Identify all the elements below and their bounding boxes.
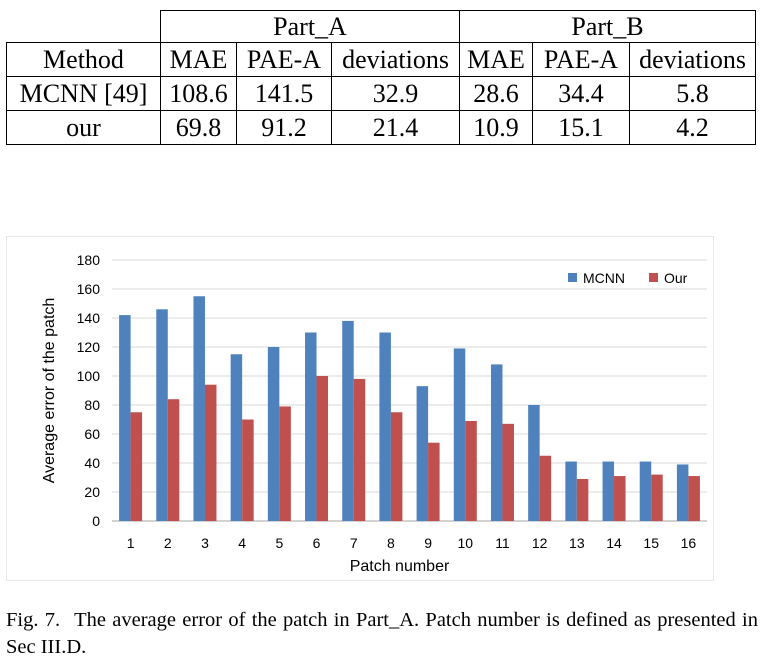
legend-label-mcnn: MCNN [583,270,625,286]
bar-our [316,376,329,521]
table-corner-cell [6,10,161,43]
part-a-mae-cell: 69.8 [160,110,237,145]
part-b-deviations-cell: 5.8 [628,76,757,111]
part-a-header: Part_A [160,10,460,43]
legend-label-our: Our [664,270,688,286]
y-tick-label: 40 [84,455,100,471]
table-row: our 69.8 91.2 21.4 10.9 15.1 4.2 [6,110,757,145]
bar-our [390,412,403,521]
x-tick-label: 2 [164,535,172,551]
bar-our [279,406,291,521]
part-b-pae-cell: 34.4 [532,76,630,111]
legend-swatch-mcnn [568,273,577,282]
x-tick-label: 12 [532,535,548,551]
table-column-header-row: Method MAE PAE-A deviations MAE PAE-A de… [6,42,757,77]
bar-mcnn [639,461,652,521]
part-b-pae-header: PAE-A [532,42,630,77]
bar-mcnn [193,296,205,521]
x-tick-label: 1 [127,535,135,551]
y-tick-label: 0 [92,513,100,529]
caption-text: The average error of the patch in Part_A… [6,609,758,658]
bar-our [688,476,700,521]
x-tick-label: 3 [201,535,209,551]
figure-7-chart: 0 20 40 60 80 100 120 140 160 180 1 2 3 4 5 6 7 8 9 10 11 12 1… [6,236,714,581]
part-a-pae-cell: 91.2 [236,110,332,145]
x-tick-label: 5 [275,535,283,551]
bar-mcnn [379,332,391,521]
y-tick-label: 180 [77,252,101,268]
part-b-header: Part_B [458,10,757,43]
method-cell: MCNN [49] [6,76,161,111]
part-b-deviations-cell: 4.2 [628,110,757,145]
part-b-deviations-header: deviations [628,42,757,77]
table-group-header-row: Part_A Part_B [6,10,757,43]
bar-our [353,378,366,521]
part-b-mae-header: MAE [459,42,533,77]
bar-mcnn [490,364,503,521]
bar-our [242,419,254,521]
bar-mcnn [230,354,243,521]
y-tick-label: 120 [77,339,101,355]
bar-mcnn [267,347,280,521]
bar-our [576,478,589,521]
bar-our [428,442,440,521]
method-cell: our [6,110,161,145]
part-a-deviations-cell: 32.9 [331,76,460,111]
y-tick-label: 80 [84,397,100,413]
x-tick-label: 10 [457,535,473,551]
y-tick-label: 140 [77,310,101,326]
bar-our [539,455,552,521]
x-tick-label: 4 [238,535,246,551]
bar-mcnn [342,320,354,521]
results-table: Part_A Part_B Method MAE PAE-A deviation… [6,10,757,145]
bar-mcnn [416,386,429,521]
part-a-pae-header: PAE-A [236,42,332,77]
x-tick-label: 6 [313,535,321,551]
y-tick-label: 60 [84,426,100,442]
bar-mcnn [156,309,168,521]
bar-our [465,420,477,521]
bar-our [502,423,514,521]
bar-mcnn [453,348,466,521]
x-tick-label: 8 [387,535,395,551]
part-a-mae-header: MAE [160,42,237,77]
y-tick-label: 160 [77,281,101,297]
bar-mcnn [565,461,577,521]
legend-swatch-our [649,273,658,282]
table-row: MCNN [49] 108.6 141.5 32.9 28.6 34.4 5.8 [6,76,757,111]
figure-caption: Fig. 7. The average error of the patch in… [6,607,758,661]
part-a-deviations-cell: 21.4 [331,110,460,145]
x-tick-label: 11 [495,535,510,551]
part-b-pae-cell: 15.1 [532,110,630,145]
bar-our [167,399,180,521]
caption-label: Fig. 7. [6,609,61,631]
method-header: Method [6,42,161,77]
y-tick-label: 100 [77,368,101,384]
part-b-mae-cell: 28.6 [459,76,533,111]
part-b-mae-cell: 10.9 [459,110,533,145]
part-a-deviations-header: deviations [331,42,460,77]
bar-mcnn [602,461,615,521]
x-tick-label: 16 [681,535,697,551]
bar-mcnn [119,315,131,521]
y-tick-label: 20 [84,484,100,500]
bar-our [204,384,217,521]
bar-our [614,476,626,521]
x-axis-label: Patch number [350,558,450,575]
bar-our [130,412,143,521]
bar-mcnn [676,464,689,521]
x-tick-label: 13 [569,535,585,551]
y-axis-label: Average error of the patch [41,298,58,484]
part-a-pae-cell: 141.5 [236,76,332,111]
bar-mcnn [305,332,317,521]
x-tick-label: 14 [606,535,622,551]
part-a-mae-cell: 108.6 [160,76,237,111]
x-tick-label: 7 [350,535,358,551]
bar-our [651,474,663,521]
bar-mcnn [528,405,540,521]
x-tick-label: 15 [643,535,659,551]
x-tick-label: 9 [424,535,432,551]
